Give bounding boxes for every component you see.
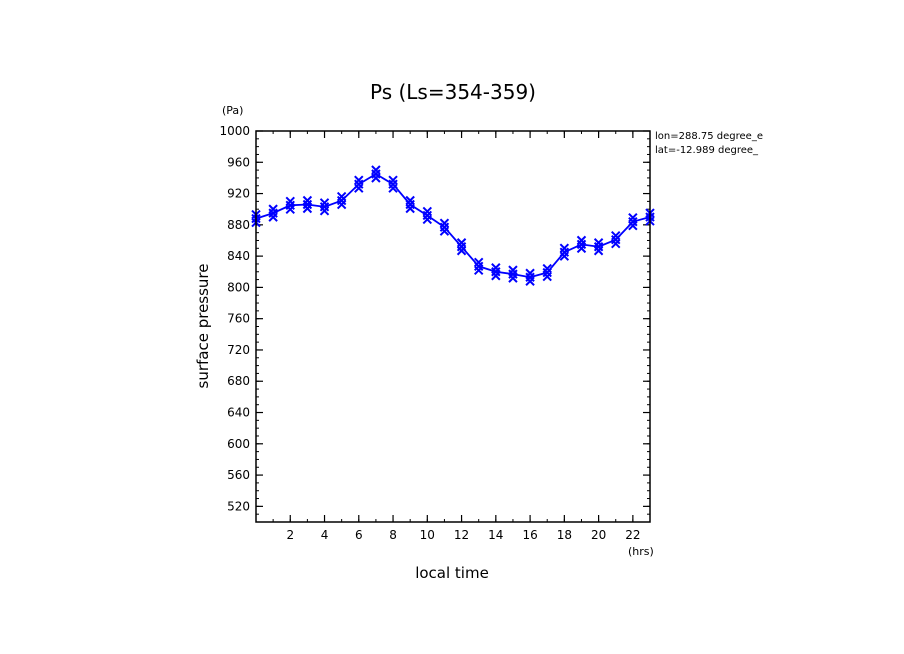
y-tick-label: 1000 (219, 124, 250, 138)
x-tick-label: 10 (420, 528, 435, 542)
chart-title: Ps (Ls=354-359) (370, 80, 536, 104)
y-tick-label: 840 (227, 249, 250, 263)
x-unit-label: (hrs) (628, 545, 654, 558)
point-marker-stroke (405, 203, 415, 214)
point-marker-stroke (559, 251, 570, 261)
y-tick-label: 560 (227, 468, 250, 482)
x-tick-label: 18 (557, 528, 572, 542)
data-point (542, 263, 552, 282)
x-tick-label: 4 (321, 528, 329, 542)
y-axis-label: surface pressure (194, 264, 212, 389)
data-point (576, 235, 587, 254)
x-tick-label: 22 (625, 528, 640, 542)
point-marker-stroke (508, 273, 518, 283)
x-tick-label: 2 (286, 528, 294, 542)
data-point (628, 213, 638, 231)
axis-ticks: 2 4 6 8 10 12 14 16 18 20 22 520 560 600 640 680 720 760 8… (219, 124, 651, 542)
x-tick-label: 8 (389, 528, 397, 542)
point-marker-stroke (439, 226, 450, 236)
y-tick-label: 760 (227, 312, 250, 326)
point-marker-stroke (628, 221, 638, 231)
y-tick-label: 600 (227, 437, 250, 451)
data-point (405, 195, 415, 214)
data-point (611, 230, 621, 249)
point-marker-stroke (354, 183, 364, 193)
point-marker-stroke (268, 212, 278, 222)
data-point (491, 263, 501, 281)
y-tick-label: 520 (227, 499, 250, 513)
point-marker-stroke (336, 199, 347, 210)
x-axis-label: local time (415, 564, 489, 582)
x-tick-label: 14 (488, 528, 503, 542)
point-marker-stroke (473, 265, 484, 275)
point-marker-stroke (491, 271, 501, 281)
y-tick-label: 960 (227, 155, 250, 169)
data-point (285, 196, 295, 214)
point-marker-stroke (285, 204, 295, 214)
point-marker-stroke (593, 246, 604, 256)
series-line (255, 172, 651, 279)
x-tick-label: 20 (591, 528, 606, 542)
data-point (439, 218, 450, 236)
y-tick-label: 680 (227, 374, 250, 388)
data-point (508, 265, 518, 283)
data-point (371, 165, 381, 183)
point-marker-stroke (371, 173, 381, 183)
point-marker-stroke (525, 276, 535, 286)
point-marker-stroke (388, 183, 398, 193)
data-point (336, 191, 347, 210)
data-point (268, 204, 278, 222)
x-tick-label: 12 (454, 528, 469, 542)
y-tick-label: 920 (227, 187, 250, 201)
data-point (559, 243, 570, 261)
annotation-lon: lon=288.75 degree_e (655, 131, 763, 142)
y-tick-label: 800 (227, 280, 250, 294)
y-tick-label: 720 (227, 343, 250, 357)
point-marker-stroke (611, 238, 621, 249)
data-point (354, 175, 364, 193)
data-point (593, 238, 604, 256)
data-point (456, 238, 467, 256)
annotation-lat: lat=-12.989 degree_ (655, 145, 759, 156)
point-marker-stroke (319, 206, 330, 216)
y-tick-label: 640 (227, 406, 250, 420)
y-unit-label: (Pa) (222, 104, 243, 117)
plot-frame (255, 130, 651, 523)
point-marker-stroke (302, 203, 313, 214)
data-point (319, 198, 330, 216)
data-point (473, 257, 484, 275)
y-tick-label: 880 (227, 218, 250, 232)
x-tick-label: 6 (355, 528, 363, 542)
data-point (422, 206, 433, 225)
data-point (302, 195, 313, 214)
point-marker-stroke (576, 243, 587, 254)
x-tick-label: 16 (522, 528, 537, 542)
point-marker-stroke (456, 246, 467, 256)
point-marker-stroke (542, 271, 552, 282)
series-group (251, 165, 655, 286)
data-point (525, 268, 535, 286)
data-point (388, 175, 398, 193)
point-marker-stroke (422, 214, 433, 225)
